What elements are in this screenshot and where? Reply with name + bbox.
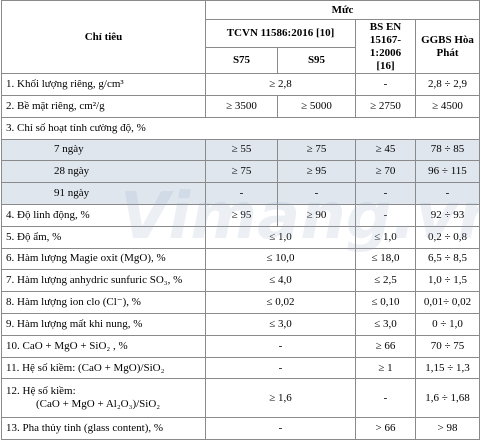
table-cell: 1. Khối lượng riêng, g/cm³ — [1, 73, 206, 96]
table-cell: 70 ÷ 75 — [415, 334, 480, 358]
table-cell: ≥ 95 — [277, 160, 356, 184]
table-cell: 3. Chỉ số hoạt tính cường độ, % — [1, 116, 480, 140]
table-row: 8. Hàm lượng ion clo (Cl⁻), % ≤ 0,02 ≤ 0,1… — [1, 291, 480, 315]
table-row: 7 ngày ≥ 55 ≥ 75 ≥ 45 78 ÷ 85 — [1, 138, 480, 162]
table-row: 1. Khối lượng riêng, g/cm³ ≥ 2,8-2,8 ÷ 2,… — [1, 73, 480, 96]
table-cell: ≥ 55 — [205, 138, 278, 162]
table-row: 3. Chỉ số hoạt tính cường độ, % — [1, 116, 480, 140]
table-cell: ≤ 1,0 — [355, 225, 416, 249]
table-cell: ≤ 18,0 — [355, 247, 416, 271]
table-cell: 0,2 ÷ 0,8 — [415, 225, 480, 249]
table-cell: ≥ 45 — [355, 138, 416, 162]
table-cell: ≥ 4500 — [415, 94, 480, 118]
table-cell: ≤ 0,02 — [205, 291, 356, 315]
table-cell: - — [277, 182, 356, 205]
table-cell: - — [355, 73, 416, 96]
table-cell: - — [355, 203, 416, 227]
table-cell: 13. Pha thủy tinh (glass content), % — [1, 417, 206, 440]
table-cell: ≤ 4,0 — [205, 269, 356, 293]
table-cell: 96 ÷ 115 — [415, 160, 480, 184]
table-cell: 78 ÷ 85 — [415, 138, 480, 162]
table-cell: 92 ÷ 93 — [415, 203, 480, 227]
table-cell: 1,6 ÷ 1,68 — [415, 378, 480, 419]
table-cell: ≤ 3,0 — [205, 313, 356, 336]
table-cell: 91 ngày — [1, 182, 206, 205]
table-cell: - — [205, 182, 278, 205]
table-row: 11. Hệ số kiềm: (CaO + MgO)/SiO₂ - ≥ 1 1,15… — [1, 356, 480, 380]
table-row: 28 ngày ≥ 75 ≥ 95 ≥ 70 96 ÷ 115 — [1, 160, 480, 184]
table-cell: ≤ 3,0 — [355, 313, 416, 336]
table-row: 9. Hàm lượng mất khi nung, % ≤ 3,0 ≤ 3,0 0 … — [1, 313, 480, 336]
table-row: 4. Độ linh động, % ≥ 95 ≥ 90-92 ÷ 93 — [1, 203, 480, 227]
table-cell: 6,5 ÷ 8,5 — [415, 247, 480, 271]
table-cell: ≤ 2,5 — [355, 269, 416, 293]
table-cell: - — [205, 356, 356, 380]
table-row: 10. CaO + MgO + SiO₂ , % - ≥ 66 70 ÷ 75 — [1, 334, 480, 358]
table-cell: ≥ 2,8 — [205, 73, 356, 96]
table-cell: ≥ 1 — [355, 356, 416, 380]
header-cell: TCVN 11586:2016 [10] — [205, 19, 356, 48]
table-cell: - — [205, 417, 356, 440]
table-cell: ≤ 10,0 — [205, 247, 356, 271]
table-cell: ≥ 95 — [205, 203, 278, 227]
table-cell: ≥ 66 — [355, 334, 416, 358]
table-cell: ≥ 75 — [205, 160, 278, 184]
cell-line: 12. Hệ số kiềm: — [6, 385, 76, 398]
table-row: 2. Bề mặt riêng, cm²/g ≥ 3500 ≥ 5000 ≥ 2750… — [1, 94, 480, 118]
table-cell: 0 ÷ 1,0 — [415, 313, 480, 336]
table-cell: 5. Độ ẩm, % — [1, 225, 206, 249]
table-cell: 1,0 ÷ 1,5 — [415, 269, 480, 293]
header-cell: Mức — [205, 0, 480, 21]
table-cell: 2. Bề mặt riêng, cm²/g — [1, 94, 206, 118]
table-cell: ≥ 70 — [355, 160, 416, 184]
table-cell: ≤ 0,10 — [355, 291, 416, 315]
table-row: 91 ngày - - - - — [1, 182, 480, 205]
table-cell: ≥ 75 — [277, 138, 356, 162]
table-cell: 10. CaO + MgO + SiO₂ , % — [1, 334, 206, 358]
table-cell: ≥ 3500 — [205, 94, 278, 118]
table-row: 5. Độ ẩm, % ≤ 1,0 ≤ 1,0 0,2 ÷ 0,8 — [1, 225, 480, 249]
table-row: 12. Hệ số kiềm: (CaO + MgO + Al₂O₃)/SiO₂ ≥… — [1, 378, 480, 419]
table-cell: > 66 — [355, 417, 416, 440]
header-cell: S95 — [277, 46, 356, 75]
table-cell: ≥ 90 — [277, 203, 356, 227]
table-cell: ≤ 1,0 — [205, 225, 356, 249]
table-row: 7. Hàm lượng anhydric sunfuric SO₃, % ≤ 4… — [1, 269, 480, 293]
header-cell: Chỉ tiêu — [1, 0, 206, 75]
table-cell: - — [205, 334, 356, 358]
table-cell: ≥ 2750 — [355, 94, 416, 118]
table-cell: 1,15 ÷ 1,3 — [415, 356, 480, 380]
table-cell: 11. Hệ số kiềm: (CaO + MgO)/SiO₂ — [1, 356, 206, 380]
header-cell: BS EN 15167-1:2006 [16] — [355, 19, 416, 75]
table-cell: > 98 — [415, 417, 480, 440]
table-cell: 2,8 ÷ 2,9 — [415, 73, 480, 96]
table-cell: 7 ngày — [1, 138, 206, 162]
table-cell: - — [355, 182, 416, 205]
cell-line: (CaO + MgO + Al₂O₃)/SiO₂ — [36, 398, 161, 411]
table-cell: 12. Hệ số kiềm: (CaO + MgO + Al₂O₃)/SiO₂ — [1, 378, 206, 419]
table-body: 1. Khối lượng riêng, g/cm³ ≥ 2,8-2,8 ÷ 2,… — [1, 73, 480, 440]
table-cell: - — [355, 378, 416, 419]
table-cell: 6. Hàm lượng Magie oxit (MgO), % — [1, 247, 206, 271]
table-row: 13. Pha thủy tinh (glass content), % - > 6… — [1, 417, 480, 440]
table-cell: - — [415, 182, 480, 205]
table-cell: 0,01÷ 0,02 — [415, 291, 480, 315]
table-cell: 7. Hàm lượng anhydric sunfuric SO₃, % — [1, 269, 206, 293]
table-cell: 8. Hàm lượng ion clo (Cl⁻), % — [1, 291, 206, 315]
header-cell: S75 — [205, 46, 278, 75]
table-cell: 28 ngày — [1, 160, 206, 184]
table-row: 6. Hàm lượng Magie oxit (MgO), % ≤ 10,0 ≤ … — [1, 247, 480, 271]
table-cell: ≥ 1,6 — [205, 378, 356, 419]
table-cell: 9. Hàm lượng mất khi nung, % — [1, 313, 206, 336]
table-cell: 4. Độ linh động, % — [1, 203, 206, 227]
table-cell: ≥ 5000 — [277, 94, 356, 118]
header-cell: GGBS Hòa Phát — [415, 19, 480, 75]
